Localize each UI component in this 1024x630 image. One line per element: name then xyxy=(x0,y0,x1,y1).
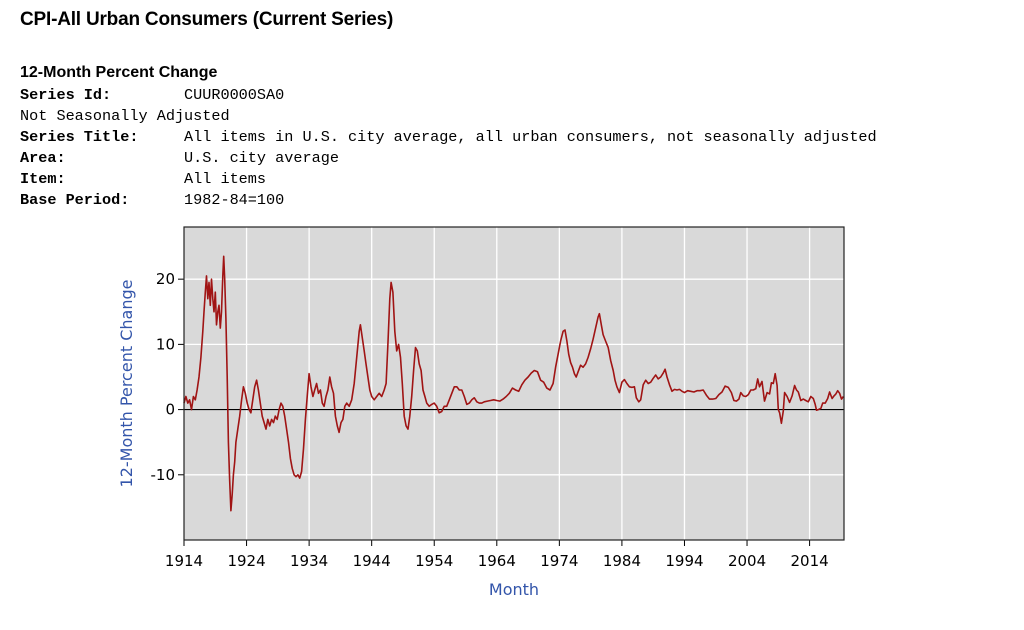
cpi-series-line xyxy=(183,255,845,512)
series-title-value: All items in U.S. city average, all urba… xyxy=(184,128,877,146)
series-metadata: Series Id: CUUR0000SA0 Not Seasonally Adj… xyxy=(20,85,877,211)
base-period-value: 1982-84=100 xyxy=(184,191,285,209)
x-tick-label: 1964 xyxy=(478,552,516,570)
series-id-value: CUUR0000SA0 xyxy=(184,86,285,104)
page-title: CPI-All Urban Consumers (Current Series) xyxy=(20,9,394,30)
item-label: Item: xyxy=(20,170,66,188)
chart-subtitle: 12-Month Percent Change xyxy=(20,64,218,81)
y-tick-label: -10 xyxy=(151,466,176,484)
x-axis-title: Month xyxy=(489,580,539,599)
series-id-row: Series Id: CUUR0000SA0 xyxy=(20,85,877,106)
series-title-row: Series Title: All items in U.S. city aver… xyxy=(20,127,877,148)
seasonality-value: Not Seasonally Adjusted xyxy=(20,107,230,125)
x-tick-label: 1924 xyxy=(227,552,265,570)
plot-area xyxy=(184,227,844,540)
x-tick-label: 1974 xyxy=(540,552,578,570)
plot-border xyxy=(183,226,845,541)
x-tick-label: 1914 xyxy=(165,552,203,570)
area-label: Area: xyxy=(20,149,66,167)
y-tick-label: 20 xyxy=(156,270,175,288)
y-tick-label: 10 xyxy=(156,335,175,353)
item-row: Item: All items xyxy=(20,169,877,190)
area-row: Area: U.S. city average xyxy=(20,148,877,169)
x-tick-label: 1954 xyxy=(415,552,453,570)
x-tick-label: 1994 xyxy=(665,552,703,570)
y-tick-label: 0 xyxy=(165,401,175,419)
x-tick-label: 2004 xyxy=(728,552,766,570)
x-tick-label: 1934 xyxy=(290,552,328,570)
base-period-label: Base Period: xyxy=(20,191,130,209)
x-tick-label: 2014 xyxy=(790,552,828,570)
base-period-row: Base Period: 1982-84=100 xyxy=(20,190,877,211)
area-value: U.S. city average xyxy=(184,149,339,167)
x-tick-label: 1944 xyxy=(353,552,391,570)
x-tick-label: 1984 xyxy=(603,552,641,570)
series-id-label: Series Id: xyxy=(20,86,112,104)
series-title-label: Series Title: xyxy=(20,128,139,146)
item-value: All items xyxy=(184,170,267,188)
y-axis-title: 12-Month Percent Change xyxy=(117,280,136,488)
seasonality-row: Not Seasonally Adjusted xyxy=(20,106,877,127)
